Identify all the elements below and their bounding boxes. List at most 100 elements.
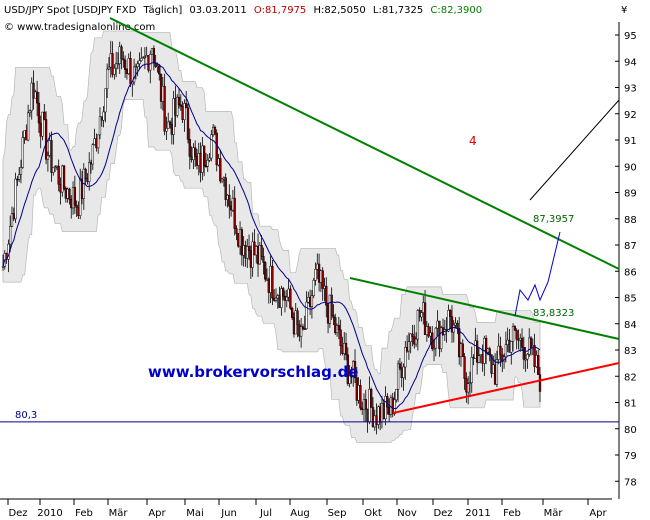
candle-body <box>141 57 145 60</box>
green-trendline-triangle <box>349 277 620 340</box>
candle-body <box>77 207 80 217</box>
candle-body <box>470 357 473 383</box>
candle-body <box>190 156 193 161</box>
candle-body <box>199 153 202 173</box>
candle-body <box>106 68 109 90</box>
candle-body <box>321 270 324 289</box>
candle-body <box>317 263 321 283</box>
candle-body <box>260 245 263 257</box>
candle-body <box>71 187 75 209</box>
candle-body <box>140 58 143 61</box>
candle-body <box>185 103 188 109</box>
candle-body <box>422 302 425 313</box>
candle-body <box>499 345 502 356</box>
candle-body <box>156 65 159 68</box>
candle-body <box>414 338 418 345</box>
candle-body <box>307 296 310 303</box>
candle-body <box>264 262 267 280</box>
candle-body <box>278 295 281 308</box>
candle-body <box>289 288 292 309</box>
candle-body <box>73 187 76 206</box>
x-tick-label: Apr <box>589 508 607 519</box>
candle-body <box>285 296 288 301</box>
moving-average <box>2 62 541 410</box>
candle-body <box>425 326 429 335</box>
candle-body <box>79 178 82 217</box>
candle-body <box>436 320 439 329</box>
candle-body <box>386 396 389 408</box>
candle-body <box>407 341 411 352</box>
candle-body <box>265 278 269 281</box>
candle-body <box>398 363 402 369</box>
candle-body <box>323 285 326 289</box>
candle-body <box>537 355 540 375</box>
candle-body <box>16 178 19 181</box>
candle-body <box>529 337 533 349</box>
candle-body <box>97 134 100 149</box>
candle-body <box>282 288 285 297</box>
candle-body <box>280 288 283 308</box>
candle-body <box>312 279 315 296</box>
candle-body <box>409 333 412 342</box>
candle-body <box>526 353 529 360</box>
candle-body <box>53 166 57 169</box>
candlesticks <box>1 40 542 435</box>
y-tick-label: 84 <box>624 320 637 331</box>
label-upper-target: 87,3957 <box>533 214 574 225</box>
candle-body <box>12 213 15 220</box>
candle-body <box>287 288 290 298</box>
label-triangle-target: 83,8323 <box>533 308 574 319</box>
candle-body <box>465 378 468 393</box>
y-tick-label: 92 <box>624 110 637 121</box>
candle-body <box>149 54 152 71</box>
candle-body <box>32 82 35 99</box>
x-tick-label: Mär <box>544 508 564 519</box>
candle-body <box>511 326 515 342</box>
candle-body <box>454 322 457 326</box>
candle-body <box>59 184 62 193</box>
candle-body <box>228 194 231 207</box>
candle-body <box>497 345 500 360</box>
x-tick-label: Apr <box>148 508 166 519</box>
candle-body <box>1 266 5 268</box>
candle-body <box>170 124 173 135</box>
candle-body <box>393 399 396 415</box>
candle-body <box>125 69 129 75</box>
projection-guide-line <box>529 99 620 201</box>
candle-body <box>513 326 517 331</box>
candle-body <box>332 315 335 318</box>
candle-body <box>361 407 364 410</box>
candle-body <box>86 178 89 182</box>
candle-body <box>186 107 190 140</box>
candle-body <box>371 407 375 428</box>
candle-body <box>215 132 218 166</box>
candle-body <box>400 367 403 379</box>
candle-body <box>305 301 308 329</box>
candle-body <box>319 270 323 283</box>
candle-body <box>335 325 339 334</box>
candle-body <box>201 145 204 173</box>
y-tick-label: 94 <box>624 57 637 68</box>
candle-body <box>256 246 260 265</box>
candle-body <box>75 204 78 208</box>
candle-body <box>346 354 349 384</box>
candle-body <box>204 165 208 168</box>
candle-body <box>195 155 199 166</box>
candle-body <box>229 205 233 211</box>
candle-body <box>161 85 164 102</box>
candle-body <box>210 134 213 159</box>
candle-body <box>235 228 238 235</box>
candle-body <box>226 194 229 200</box>
brand-watermark: www.brokervorschlag.de <box>148 363 358 381</box>
candle-body <box>91 144 94 165</box>
candle-body <box>113 67 116 75</box>
candle-body <box>68 188 71 200</box>
candle-body <box>88 162 91 182</box>
candle-body <box>107 66 111 70</box>
y-tick-label: 87 <box>624 241 637 252</box>
candle-body <box>283 296 287 301</box>
candle-body <box>132 66 136 83</box>
candle-body <box>493 364 497 385</box>
candle-body <box>301 326 305 329</box>
